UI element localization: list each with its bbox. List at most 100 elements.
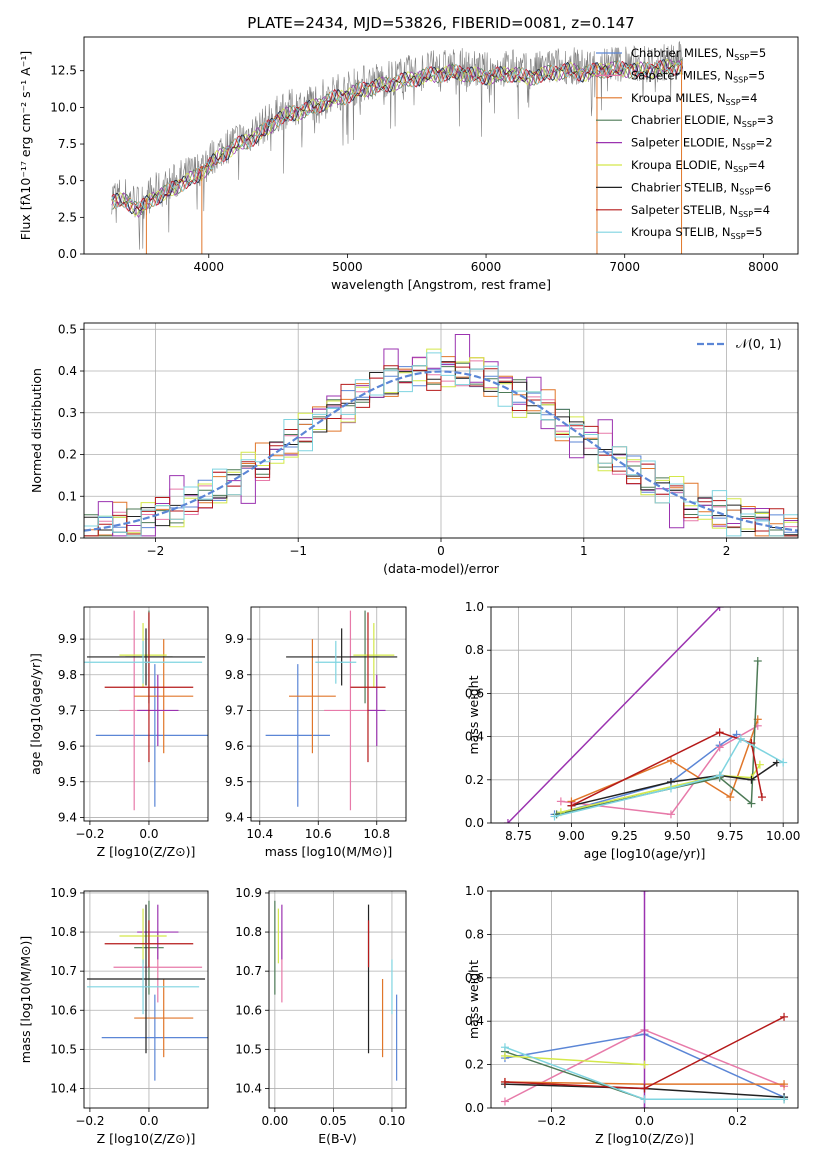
- x-tick-label: 0.0: [139, 827, 158, 841]
- point-kroupa-stelib: [315, 640, 357, 684]
- legend-label-text: Salpeter ELODIE, N: [631, 136, 741, 150]
- plot-area: [500, 891, 789, 1108]
- point-kroupa-stelib: [84, 640, 203, 684]
- legend-label-text: Kroupa STELIB, N: [631, 225, 731, 239]
- y-tick-label: 0.8: [465, 927, 484, 941]
- x-tick-label: −1: [289, 544, 307, 558]
- y-tick-label: 0.8: [465, 643, 484, 657]
- y-tick-label: 0.2: [465, 773, 484, 787]
- mass-vs-reddening-panel: 0.00 0.05 0.10 10.4 10.5 10.6 10.7 10.8 10.9 E(B-…: [235, 886, 407, 1146]
- y-tick-label: 9.6: [225, 739, 244, 753]
- x-tick-label: 0.00: [261, 1114, 288, 1128]
- plot-area: [274, 900, 398, 1081]
- legend-label-subscript: SSP: [734, 53, 749, 62]
- legend-label-count: =2: [756, 136, 773, 150]
- y-tick-label: 9.4: [58, 810, 77, 824]
- y-tick-label: 10.6: [50, 1003, 77, 1017]
- y-tick-label: 10.7: [235, 964, 262, 978]
- series-kroupa-elodie: [500, 1051, 649, 1069]
- legend-label-text: Kroupa MILES, N: [631, 91, 726, 105]
- y-tick-label: 9.7: [225, 703, 244, 717]
- legend-label-kroupa-elodie: Kroupa ELODIE, NSSP=4: [631, 158, 765, 174]
- point-kroupa-miles: [134, 978, 194, 1058]
- x-tick-label: 10.4: [246, 827, 273, 841]
- plot-area: [84, 334, 798, 537]
- point-chabrier-miles: [101, 994, 208, 1081]
- axes-frame: [83, 890, 209, 1109]
- x-axis-label: E(B-V): [318, 1131, 357, 1146]
- series-salpeter-stelib: [500, 1012, 789, 1093]
- y-tick-label: 0.1: [58, 489, 77, 503]
- y-tick-label: 9.8: [225, 668, 244, 682]
- x-tick-label: 1: [580, 544, 588, 558]
- axes-frame: [83, 322, 799, 539]
- point-chabrier-miles: [265, 664, 330, 807]
- series-kroupa-stelib: [550, 734, 788, 821]
- y-tick-label: 9.4: [225, 810, 244, 824]
- x-tick-label: −2: [147, 544, 165, 558]
- legend-label-subscript: SSP: [726, 98, 741, 107]
- age-vs-mass-panel: 10.4 10.6 10.8 9.4 9.5 9.6 9.7 9.8 9.9 mass [log1…: [225, 606, 407, 859]
- x-tick-label: 6000: [471, 260, 502, 274]
- series-line: [554, 733, 738, 816]
- x-axis-label: (data-model)/error: [383, 561, 500, 576]
- y-tick-label: 0.4: [465, 730, 484, 744]
- mass-weight-vs-age-panel: 8.75 9.00 9.25 9.50 9.75 10.00 0.0 0.2 0.4 0.6 0.8…: [465, 600, 800, 861]
- y-tick-label: 0.6: [465, 971, 484, 985]
- y-axis-label: mass weight: [466, 675, 481, 754]
- y-tick-label: 10.7: [50, 964, 77, 978]
- y-tick-label: 10.8: [50, 925, 77, 939]
- point-chabrier-stelib: [86, 904, 206, 1054]
- y-tick-label: 0.0: [465, 816, 484, 830]
- legend-label-chabrier-miles: Chabrier MILES, NSSP=5: [631, 46, 766, 62]
- y-tick-label: 5.0: [58, 174, 77, 188]
- point-kroupa-elodie: [119, 908, 167, 964]
- legend-label-text: Salpeter STELIB, N: [631, 203, 738, 217]
- axes-frame: [490, 890, 799, 1109]
- histogram-salpeter-stelib: [84, 361, 798, 537]
- x-tick-label: 0.0: [635, 1114, 654, 1128]
- x-tick-label: 0.2: [728, 1114, 747, 1128]
- x-tick-label: 8000: [748, 260, 779, 274]
- series-salpeter-elodie: [503, 607, 724, 823]
- x-axis-label: Z [log10(Z/Z⊙)]: [595, 1131, 694, 1146]
- legend-label-count: =5: [749, 46, 766, 60]
- point-chabrier-stelib: [286, 628, 398, 686]
- point-kroupa-elodie: [353, 623, 395, 688]
- point-kroupa-miles: [289, 639, 336, 754]
- x-tick-label: 9.50: [664, 829, 691, 843]
- legend-label-chabrier-elodie: Chabrier ELODIE, NSSP=3: [631, 113, 774, 129]
- mass-weight-vs-metallicity-panel: −0.2 0.0 0.2 0.0 0.2 0.4 0.6 0.8 1.0 Z [log10(Z/Z…: [465, 884, 799, 1146]
- legend-label-text: Salpeter MILES, N: [631, 68, 733, 82]
- axes-frame: [268, 890, 407, 1109]
- age-vs-metallicity-panel: −0.2 0.0 9.4 9.5 9.6 9.7 9.8 9.9 Z [log10(Z/Z⊙)]…: [28, 606, 209, 859]
- series-line: [504, 1055, 645, 1066]
- legend-label-count: =4: [748, 158, 765, 172]
- y-tick-label: 1.0: [465, 600, 484, 614]
- point-salpeter-stelib: [350, 612, 386, 763]
- x-tick-label: 10.6: [305, 827, 332, 841]
- legend: 𝒩(0, 1): [697, 336, 782, 351]
- legend-label-salpeter-elodie: Salpeter ELODIE, NSSP=2: [631, 136, 773, 152]
- series-line: [507, 607, 721, 823]
- y-tick-label: 0.0: [58, 247, 77, 261]
- legend-label-kroupa-miles: Kroupa MILES, NSSP=4: [631, 91, 757, 107]
- series-line: [560, 764, 761, 813]
- x-tick-label: 9.25: [611, 829, 638, 843]
- x-tick-label: 8.75: [505, 829, 532, 843]
- plot-area: [265, 610, 398, 811]
- x-tick-label: 0.05: [320, 1114, 347, 1128]
- y-axis-label: mass [log10(M/M⊙)]: [18, 936, 33, 1064]
- series-line: [571, 731, 763, 807]
- plot-area: [503, 607, 788, 823]
- point-kroupa-miles: [134, 639, 194, 754]
- legend-label-text: Chabrier ELODIE, N: [631, 113, 742, 127]
- plot-area: [86, 900, 208, 1081]
- y-tick-label: 10.4: [50, 1081, 77, 1095]
- legend-label-normal: 𝒩(0, 1): [736, 336, 782, 351]
- legend-label-subscript: SSP: [739, 187, 754, 196]
- x-tick-label: 10.8: [363, 827, 390, 841]
- x-tick-label: 7000: [609, 260, 640, 274]
